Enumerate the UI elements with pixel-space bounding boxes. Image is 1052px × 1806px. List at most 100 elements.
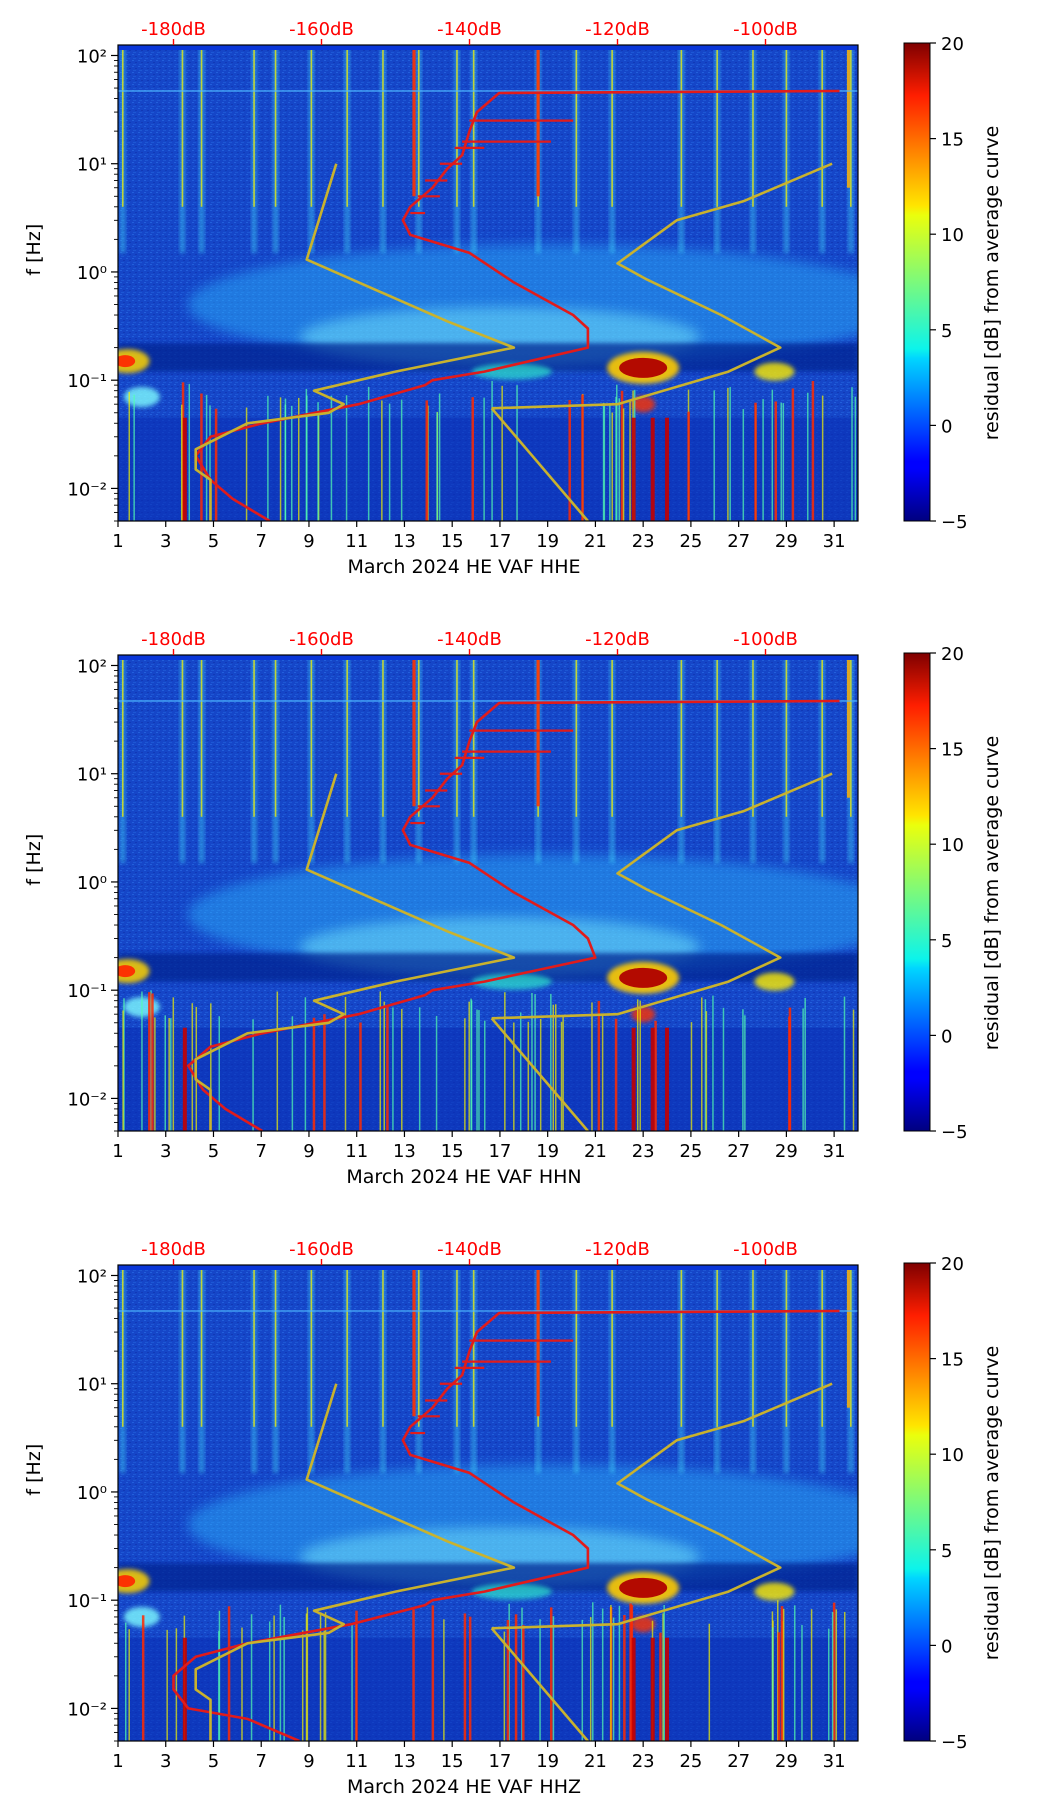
- db-tick-label: -120dB: [585, 19, 650, 40]
- noise-model-curve-2: [491, 162, 833, 410]
- x-tick-label: 1: [112, 531, 123, 552]
- colorbar-tick-label: 15: [941, 1350, 964, 1371]
- colorbar-tick-label: 5: [941, 321, 952, 342]
- x-tick-label: 23: [632, 1141, 655, 1162]
- x-tick-label: 7: [255, 1141, 266, 1162]
- colorbar-tick-label: 0: [941, 416, 952, 437]
- colorbar-tick-label: 20: [941, 34, 964, 55]
- x-tick-label: 17: [488, 531, 511, 552]
- x-tick-label: 3: [160, 531, 171, 552]
- colorbar-tick-label: 5: [941, 1541, 952, 1562]
- db-tick-label: -180dB: [141, 19, 206, 40]
- x-tick-label: 19: [536, 531, 559, 552]
- x-tick-label: 13: [393, 531, 416, 552]
- x-tick-label: 1: [112, 1141, 123, 1162]
- colorbar: [903, 652, 931, 1132]
- colorbar-tick-label: −5: [941, 1732, 968, 1753]
- x-tick-label: 5: [208, 531, 219, 552]
- x-tick-label: 25: [679, 1751, 702, 1772]
- colorbar-title: residual [dB] from average curve: [981, 1346, 1003, 1661]
- x-axis-title: March 2024 HE VAF HHN: [346, 1166, 581, 1188]
- x-tick-label: 21: [584, 531, 607, 552]
- noise-model-curve-3: [490, 407, 589, 521]
- psd-curve: [194, 89, 840, 521]
- colorbar-tick-label: 10: [941, 835, 964, 856]
- y-tick-label: 10¹: [77, 765, 107, 786]
- y-tick-label: 10⁰: [77, 263, 107, 284]
- x-tick-label: 15: [441, 1751, 464, 1772]
- y-tick-label: 10⁻¹: [67, 1591, 107, 1612]
- db-tick-label: -120dB: [585, 629, 650, 650]
- heatmap-image: [118, 45, 858, 521]
- heatmap-image: [118, 655, 858, 1131]
- psd-spike-cluster: [410, 119, 574, 215]
- colorbar-tick-label: 0: [941, 1026, 952, 1047]
- y-tick-label: 10⁰: [77, 1483, 107, 1504]
- db-tick-label: -140dB: [437, 19, 502, 40]
- colorbar-tick-label: 10: [941, 225, 964, 246]
- db-tick-label: -120dB: [585, 1239, 650, 1260]
- colorbar-tick-label: 0: [941, 1636, 952, 1657]
- db-tick-label: -100dB: [733, 1239, 798, 1260]
- x-tick-label: 13: [393, 1141, 416, 1162]
- x-tick-label: 9: [303, 1751, 314, 1772]
- x-tick-label: 3: [160, 1141, 171, 1162]
- colorbar: [903, 42, 931, 522]
- psd-curve: [172, 1309, 840, 1741]
- x-tick-label: 31: [823, 1751, 846, 1772]
- noise-model-curve-2: [491, 1382, 833, 1630]
- colorbar-tick-label: 20: [941, 644, 964, 665]
- y-tick-label: 10⁻¹: [67, 371, 107, 392]
- x-tick-label: 5: [208, 1751, 219, 1772]
- noise-model-curve-1: [194, 163, 516, 521]
- y-axis-title: f [Hz]: [23, 834, 45, 886]
- x-tick-label: 9: [303, 531, 314, 552]
- y-tick-label: 10⁻¹: [67, 981, 107, 1002]
- x-tick-label: 9: [303, 1141, 314, 1162]
- db-tick-label: -160dB: [289, 1239, 354, 1260]
- colorbar-tick-label: 20: [941, 1254, 964, 1275]
- colorbar-title: residual [dB] from average curve: [981, 736, 1003, 1051]
- x-tick-label: 27: [727, 1751, 750, 1772]
- noise-model-curve-1: [194, 1383, 516, 1741]
- psd-spike-cluster: [410, 729, 574, 825]
- psd-curve: [187, 699, 840, 1131]
- psd-spike-cluster: [410, 1339, 574, 1435]
- db-tick-label: -160dB: [289, 19, 354, 40]
- x-tick-label: 25: [679, 531, 702, 552]
- y-tick-label: 10¹: [77, 1375, 107, 1396]
- x-tick-label: 7: [255, 1751, 266, 1772]
- x-tick-label: 23: [632, 531, 655, 552]
- colorbar-tick-label: 5: [941, 931, 952, 952]
- y-tick-label: 10⁻²: [67, 1089, 107, 1110]
- y-tick-label: 10⁻²: [67, 479, 107, 500]
- colorbar: [903, 1262, 931, 1742]
- x-tick-label: 29: [775, 531, 798, 552]
- y-tick-label: 10¹: [77, 155, 107, 176]
- x-tick-label: 15: [441, 1141, 464, 1162]
- x-tick-label: 27: [727, 531, 750, 552]
- x-tick-label: 15: [441, 531, 464, 552]
- db-tick-label: -180dB: [141, 629, 206, 650]
- x-tick-label: 19: [536, 1141, 559, 1162]
- colorbar-tick-label: −5: [941, 1122, 968, 1143]
- x-tick-label: 29: [775, 1751, 798, 1772]
- x-tick-label: 1: [112, 1751, 123, 1772]
- db-tick-label: -100dB: [733, 19, 798, 40]
- x-tick-label: 21: [584, 1141, 607, 1162]
- plot-frame: [117, 44, 859, 522]
- x-tick-label: 17: [488, 1141, 511, 1162]
- x-tick-label: 13: [393, 1751, 416, 1772]
- db-tick-label: -180dB: [141, 1239, 206, 1260]
- x-axis-title: March 2024 HE VAF HHZ: [347, 1776, 581, 1798]
- db-tick-label: -140dB: [437, 1239, 502, 1260]
- x-tick-label: 11: [345, 1751, 368, 1772]
- x-tick-label: 11: [345, 531, 368, 552]
- y-tick-label: 10²: [77, 46, 107, 67]
- x-tick-label: 27: [727, 1141, 750, 1162]
- colorbar-tick-label: 10: [941, 1445, 964, 1466]
- x-tick-label: 19: [536, 1751, 559, 1772]
